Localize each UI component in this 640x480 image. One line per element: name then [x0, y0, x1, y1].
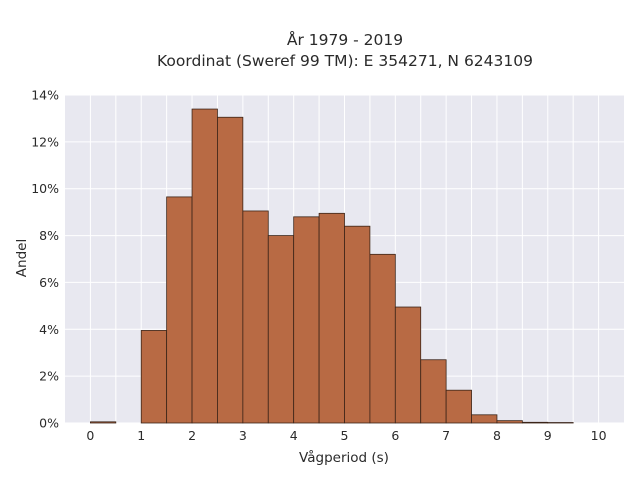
histogram-bar — [140, 330, 168, 424]
bars — [90, 108, 574, 424]
x-axis-label: Vågperiod (s) — [299, 449, 389, 466]
y-tick-labels: 0% 2% 4% 6% 8% 10% 12% 14% — [31, 88, 59, 431]
x-tick-labels: 0 1 2 3 4 5 6 7 8 9 10 — [86, 428, 606, 443]
x-tick-label: 0 — [86, 428, 94, 443]
y-axis-label: Andel — [14, 239, 30, 277]
x-tick-label: 4 — [290, 428, 298, 443]
x-tick-label: 5 — [341, 428, 349, 443]
histogram-bar — [217, 116, 244, 424]
histogram-bar — [267, 235, 295, 424]
chart-title-line-2: Koordinat (Sweref 99 TM): E 354271, N 62… — [157, 52, 533, 70]
y-tick-label: 10% — [31, 181, 59, 196]
histogram-bar — [242, 210, 269, 424]
histogram-bar — [496, 420, 523, 424]
x-tick-label: 6 — [391, 428, 399, 443]
histogram-bar — [293, 216, 320, 424]
x-tick-label: 10 — [591, 428, 607, 443]
y-tick-label: 2% — [39, 369, 59, 384]
histogram-bar — [394, 306, 422, 424]
histogram-bar — [344, 225, 371, 424]
x-tick-label: 2 — [188, 428, 196, 443]
histogram-bar — [369, 253, 396, 424]
histogram-bar — [471, 414, 498, 424]
x-tick-label: 7 — [442, 428, 450, 443]
histogram-bar — [166, 196, 193, 424]
y-tick-label: 4% — [39, 322, 59, 337]
y-tick-label: 8% — [39, 228, 59, 243]
y-tick-label: 12% — [31, 134, 59, 149]
x-tick-label: 8 — [493, 428, 501, 443]
histogram-bar — [420, 359, 447, 424]
y-tick-label: 14% — [31, 88, 59, 103]
x-tick-label: 9 — [544, 428, 552, 443]
y-tick-label: 6% — [39, 275, 59, 290]
histogram-bar — [191, 108, 218, 424]
histogram-bar — [521, 421, 549, 424]
histogram-bar — [90, 421, 117, 424]
y-tick-label: 0% — [39, 416, 59, 431]
histogram-bar — [445, 389, 472, 424]
x-tick-label: 1 — [137, 428, 145, 443]
x-tick-label: 3 — [239, 428, 247, 443]
chart-title-line-1: År 1979 - 2019 — [287, 30, 403, 49]
histogram-bar — [318, 212, 345, 424]
